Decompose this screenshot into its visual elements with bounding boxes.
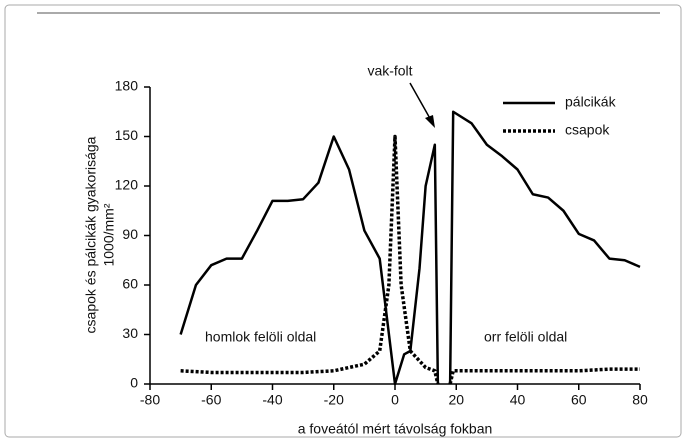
annotation: vak-folt — [367, 63, 412, 79]
series-line — [180, 134, 640, 385]
frame — [4, 4, 682, 438]
y-axis-label: csapok és pálcikák gyakorisága — [83, 136, 99, 333]
annotation: homlok felöli oldal — [205, 329, 316, 345]
y-tick-label: 180 — [115, 78, 139, 94]
y-tick-label: 30 — [122, 325, 138, 341]
x-tick-label: -60 — [201, 392, 221, 408]
y-tick-label: 0 — [130, 375, 138, 391]
y-tick-label: 60 — [122, 276, 138, 292]
y-axis-label: 1000/mm² — [101, 203, 117, 266]
x-axis-label: a foveától mért távolság fokban — [298, 421, 493, 437]
series-line — [179, 110, 641, 386]
legend-label: pálcikák — [565, 94, 617, 110]
x-tick-label: 40 — [510, 392, 526, 408]
annotation-arrow — [409, 82, 433, 123]
y-tick-label: 90 — [122, 226, 138, 242]
x-tick-label: -80 — [140, 392, 160, 408]
x-tick-label: -20 — [324, 392, 344, 408]
y-tick-label: 120 — [115, 177, 139, 193]
x-tick-label: 60 — [571, 392, 587, 408]
x-tick-label: 20 — [448, 392, 464, 408]
x-tick-label: -40 — [262, 392, 282, 408]
legend-label: csapok — [565, 122, 610, 138]
arrow-head — [425, 115, 435, 128]
y-tick-label: 150 — [115, 127, 139, 143]
x-tick-label: 80 — [632, 392, 648, 408]
annotation: orr felöli oldal — [484, 329, 567, 345]
x-tick-label: 0 — [391, 392, 399, 408]
